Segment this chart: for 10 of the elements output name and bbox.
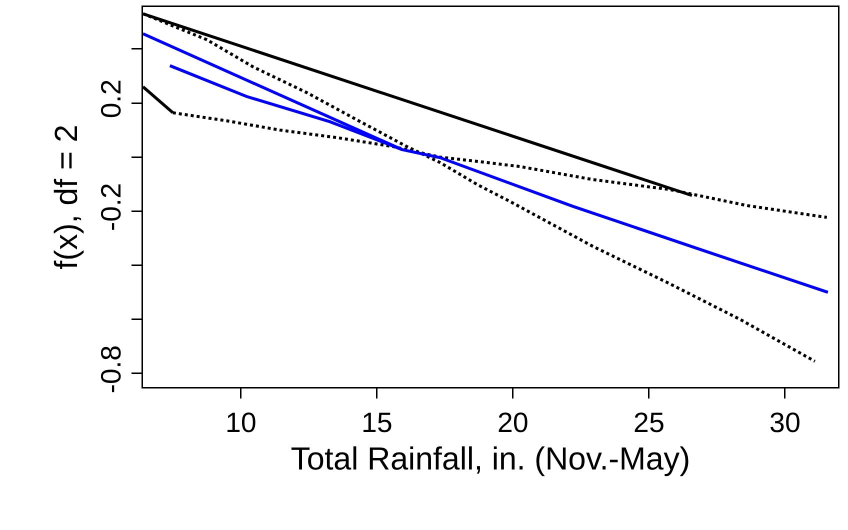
y-axis-title: f(x), df = 2 bbox=[48, 124, 84, 270]
x-tick-label: 20 bbox=[497, 407, 529, 438]
y-tick-label: 0.2 bbox=[95, 79, 126, 118]
x-tick-label: 10 bbox=[225, 407, 257, 438]
x-axis-title: Total Rainfall, in. (Nov.-May) bbox=[290, 440, 690, 477]
x-tick-label: 15 bbox=[361, 407, 393, 438]
y-tick-label: -0.2 bbox=[95, 182, 126, 232]
x-tick-label: 30 bbox=[769, 407, 801, 438]
x-tick-label: 25 bbox=[633, 407, 665, 438]
y-tick-label: -0.8 bbox=[95, 345, 126, 394]
